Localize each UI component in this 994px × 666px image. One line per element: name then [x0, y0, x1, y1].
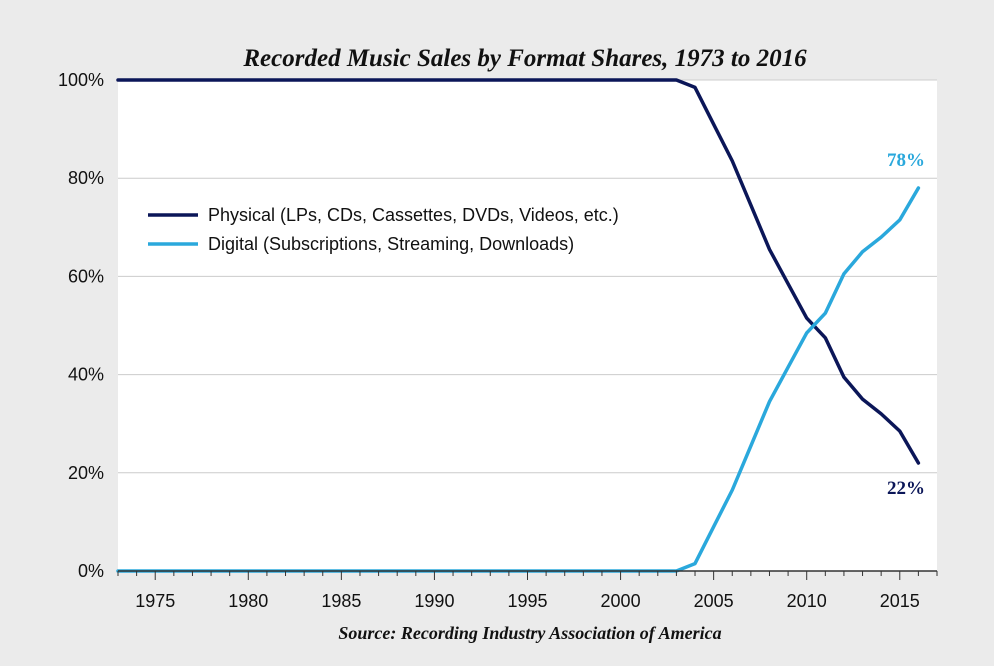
legend-label-physical: Physical (LPs, CDs, Cassettes, DVDs, Vid… — [208, 205, 619, 225]
x-tick-label: 1990 — [414, 591, 454, 611]
series-lines — [116, 78, 921, 573]
chart-title: Recorded Music Sales by Format Shares, 1… — [242, 45, 807, 72]
x-tick-label: 1995 — [507, 591, 547, 611]
y-tick-label: 80% — [68, 168, 104, 188]
y-tick-label: 100% — [58, 70, 104, 90]
plot-area — [118, 80, 937, 571]
y-tick-label: 0% — [78, 561, 104, 581]
series-line-physical — [116, 78, 921, 465]
x-tick-label: 1975 — [135, 591, 175, 611]
series-line-digital — [116, 186, 921, 573]
x-tick-label: 1980 — [228, 591, 268, 611]
x-tick-label: 2010 — [787, 591, 827, 611]
x-tick-label: 1985 — [321, 591, 361, 611]
x-tick-label: 2005 — [694, 591, 734, 611]
source-note: Source: Recording Industry Association o… — [338, 623, 721, 643]
axes — [117, 570, 938, 580]
end-label-digital: 78% — [887, 150, 925, 171]
tick-labels: 0% 20% 40% 60% 80% 100% 1975 1980 1985 1990 1995 20… — [58, 70, 920, 611]
y-tick-label: 60% — [68, 266, 104, 286]
gridlines — [118, 79, 937, 474]
x-tick-label: 2015 — [880, 591, 920, 611]
y-tick-label: 20% — [68, 463, 104, 483]
end-label-physical: 22% — [887, 478, 925, 499]
legend: Physical (LPs, CDs, Cassettes, DVDs, Vid… — [148, 205, 619, 254]
legend-label-digital: Digital (Subscriptions, Streaming, Downl… — [208, 234, 574, 254]
x-tick-label: 2000 — [601, 591, 641, 611]
y-tick-label: 40% — [68, 365, 104, 385]
